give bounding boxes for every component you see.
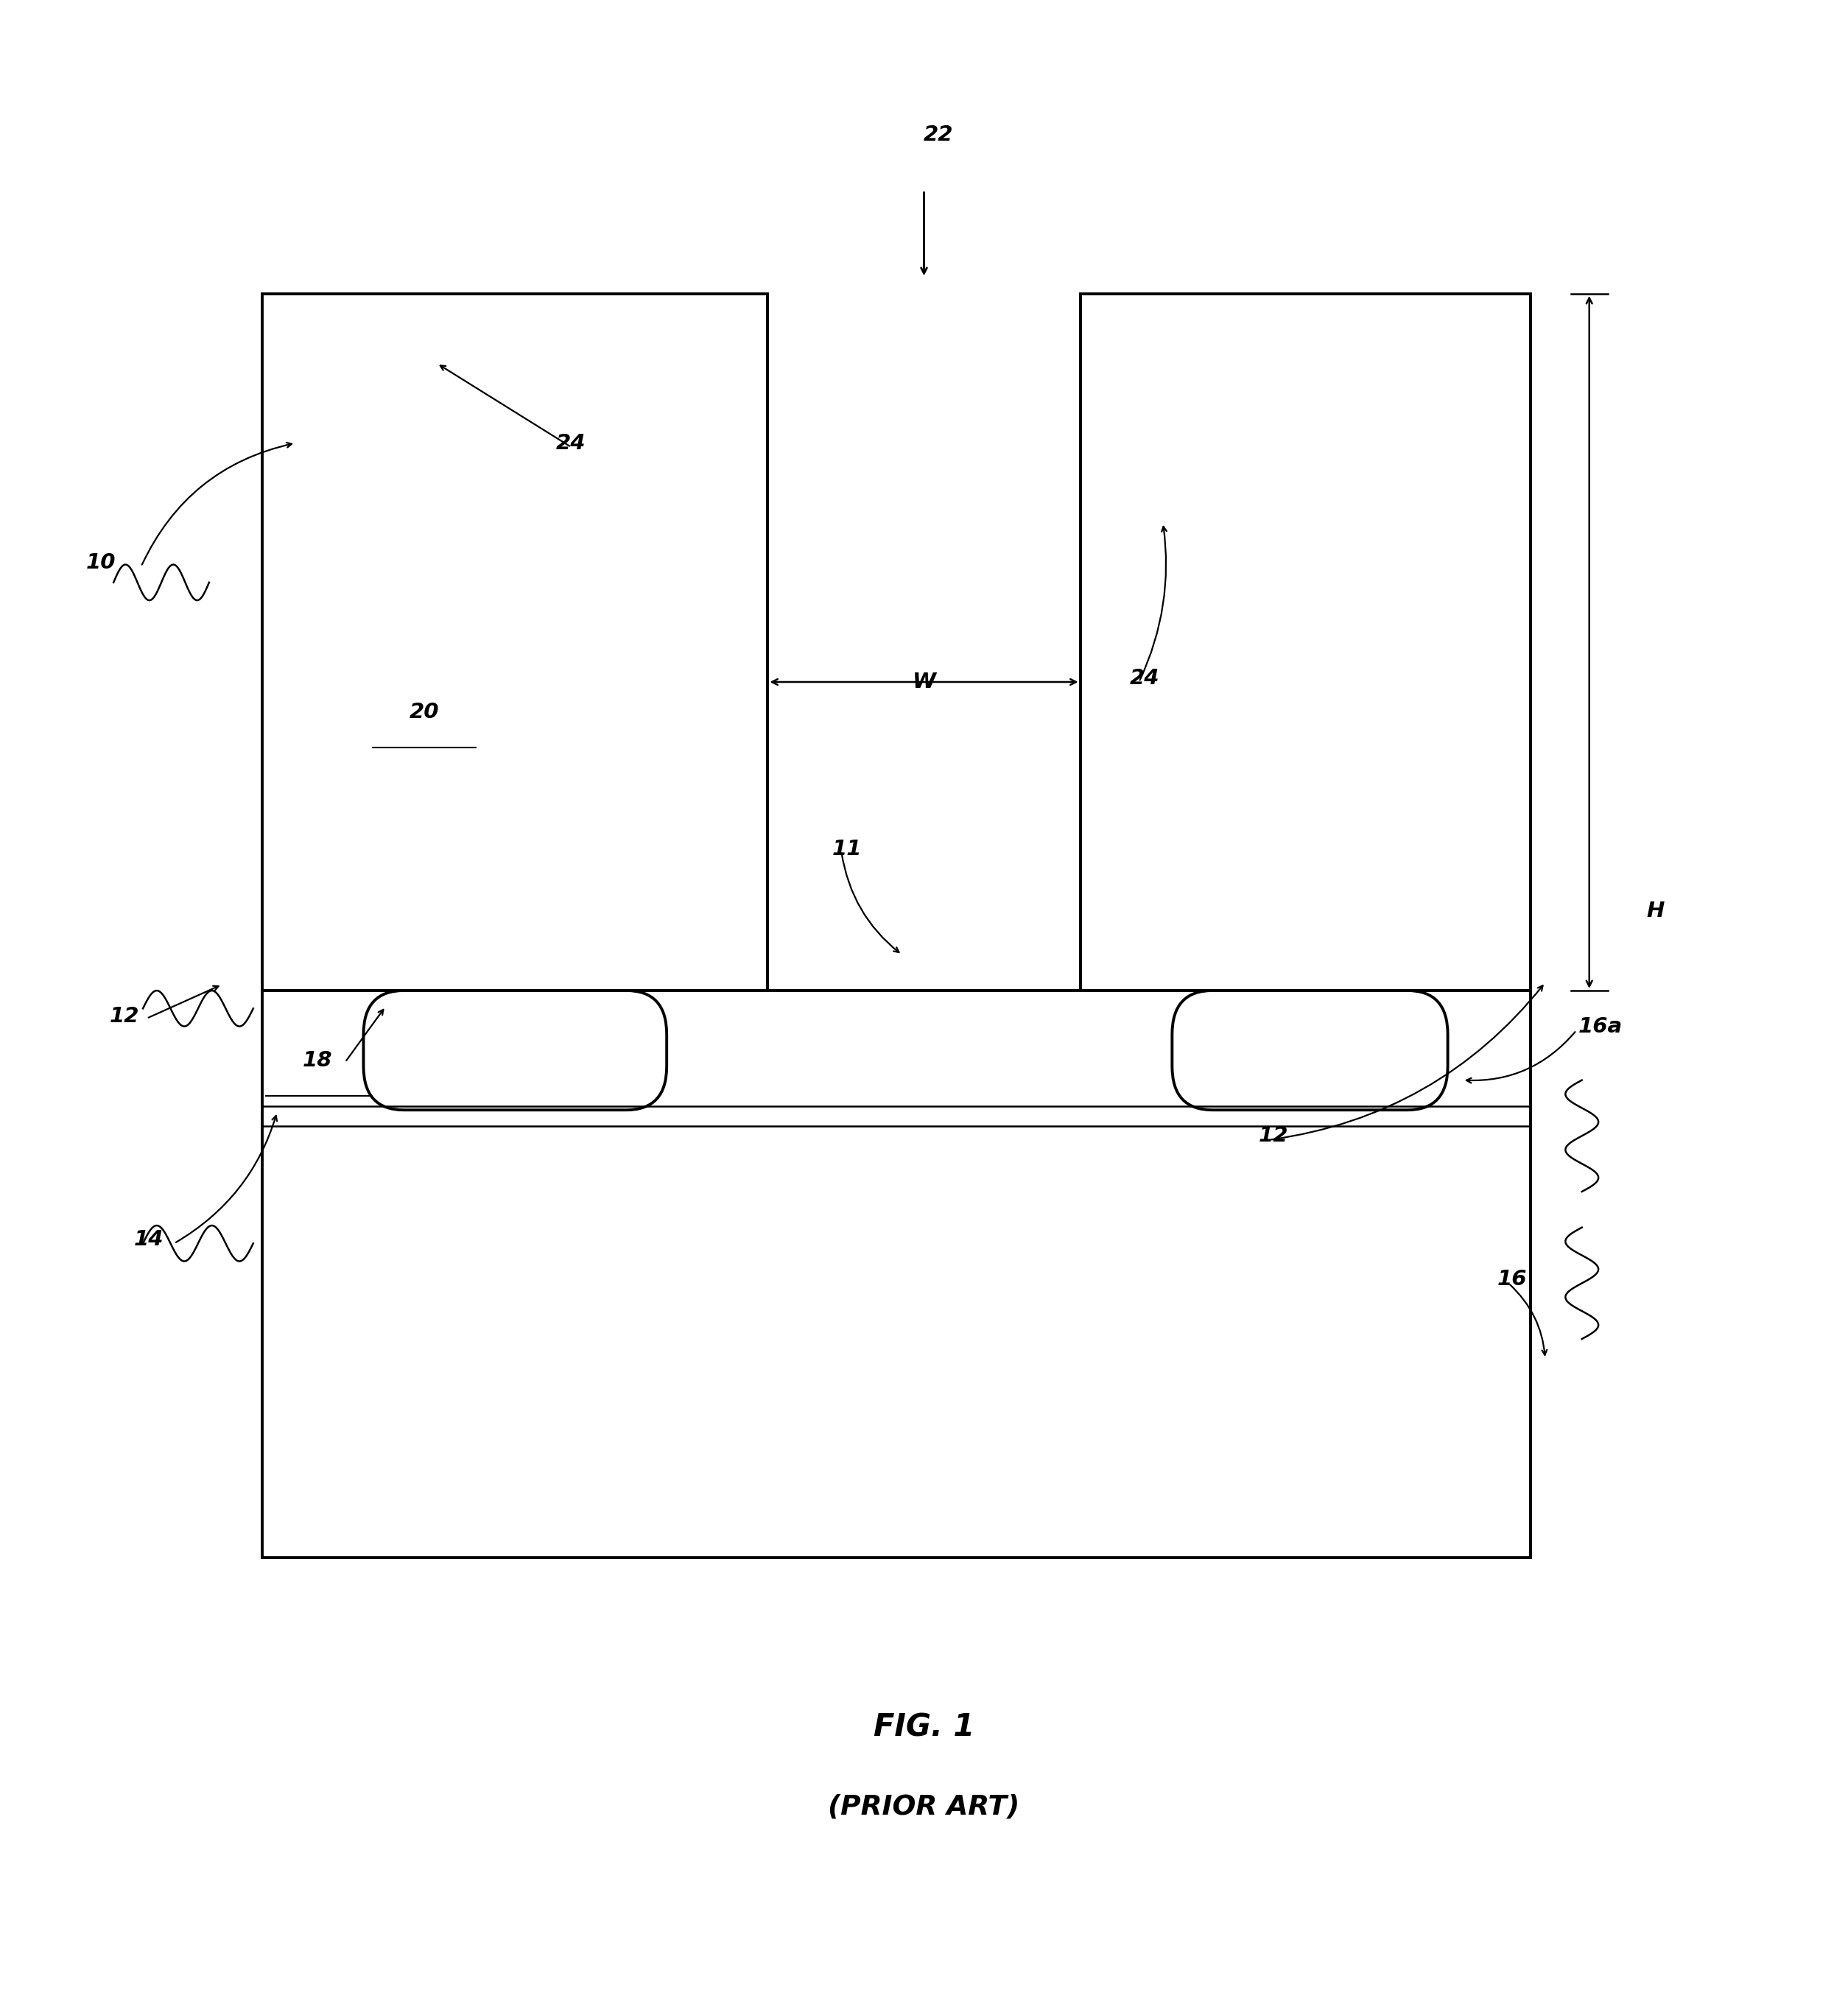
Text: 12: 12 — [1258, 1125, 1288, 1147]
Text: 18: 18 — [303, 1051, 333, 1071]
Text: 16a: 16a — [1578, 1017, 1623, 1037]
Text: 16: 16 — [1497, 1269, 1526, 1289]
Text: 22: 22 — [924, 124, 954, 144]
FancyBboxPatch shape — [1172, 990, 1447, 1111]
Text: 12: 12 — [109, 1007, 139, 1027]
Text: W: W — [913, 672, 935, 692]
Text: 24: 24 — [556, 432, 586, 454]
Text: 10: 10 — [85, 552, 116, 572]
Text: FIG. 1: FIG. 1 — [874, 1711, 974, 1743]
FancyBboxPatch shape — [364, 990, 667, 1111]
Text: H: H — [1647, 900, 1665, 920]
Text: (PRIOR ART): (PRIOR ART) — [828, 1793, 1020, 1821]
Text: 11: 11 — [832, 838, 861, 860]
Text: 20: 20 — [408, 702, 440, 722]
Text: 14: 14 — [133, 1229, 163, 1251]
Text: 24: 24 — [1129, 668, 1159, 688]
